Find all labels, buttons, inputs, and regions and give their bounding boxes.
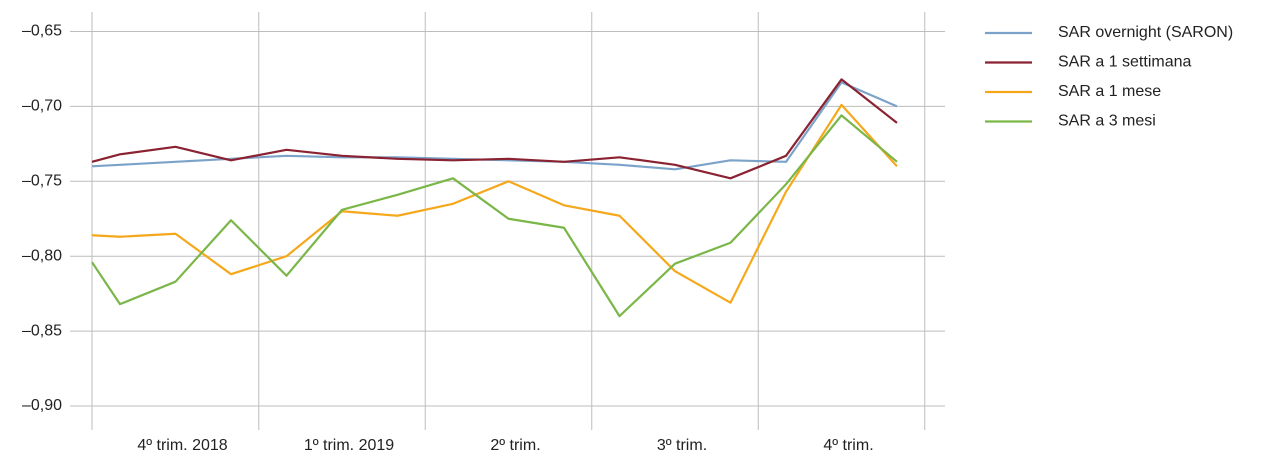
x-tick-label: 2º trim.: [490, 437, 540, 454]
legend-label: SAR a 3 mesi: [1058, 113, 1156, 130]
legend-label: SAR a 1 mese: [1058, 83, 1161, 100]
y-tick-label: –0,80: [22, 247, 62, 264]
x-tick-label: 4º trim.: [823, 437, 873, 454]
x-tick-label: 1º trim. 2019: [304, 437, 394, 454]
series-line: [91, 103, 898, 304]
y-tick-label: –0,65: [22, 23, 62, 40]
y-tick-label: –0,85: [22, 322, 62, 339]
legend-label: SAR overnight (SARON): [1058, 24, 1233, 41]
x-tick-label: 4º trim. 2018: [137, 437, 227, 454]
y-tick-label: –0,70: [22, 98, 62, 115]
y-tick-label: –0,75: [22, 173, 62, 190]
series-line: [91, 78, 898, 180]
series-line: [91, 114, 898, 318]
legend-label: SAR a 1 settimana: [1058, 54, 1192, 71]
x-tick-label: 3º trim.: [657, 437, 707, 454]
y-tick-label: –0,90: [22, 397, 62, 414]
